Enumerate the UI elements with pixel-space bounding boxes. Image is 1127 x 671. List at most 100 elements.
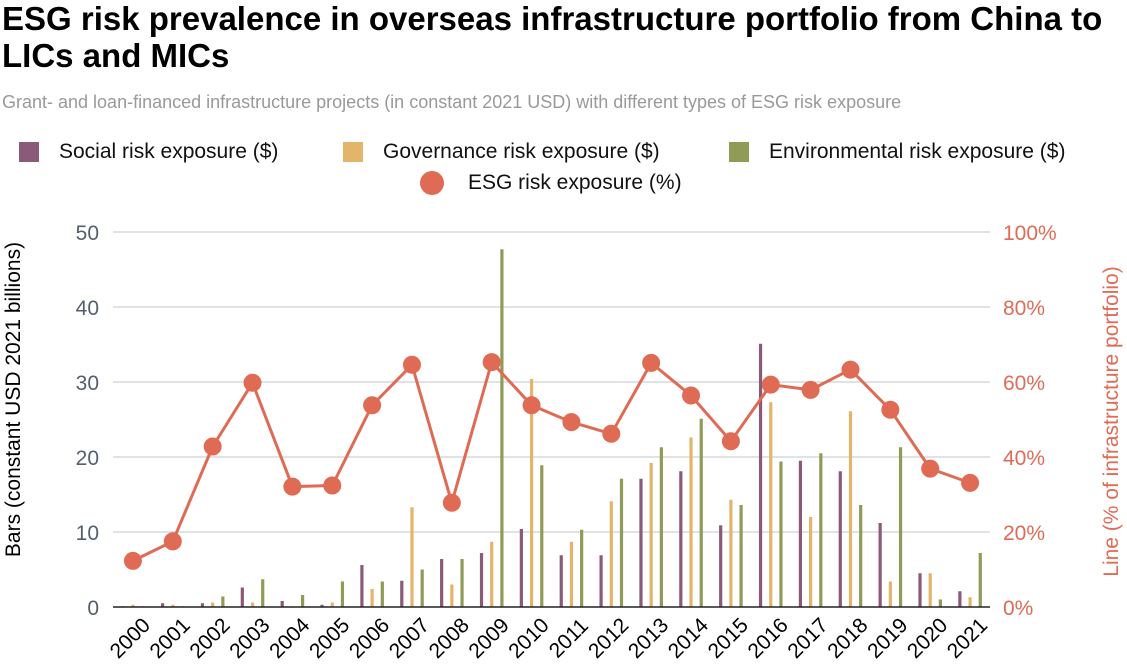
esg-point-2006 bbox=[363, 396, 382, 415]
bar-2009-1 bbox=[490, 541, 494, 607]
bar-2011-0 bbox=[559, 555, 563, 607]
bar-2008-0 bbox=[440, 559, 444, 607]
x-tick-label: 2015 bbox=[704, 614, 753, 663]
bar-2011-2 bbox=[580, 529, 584, 607]
bar-2020-1 bbox=[928, 573, 932, 607]
bar-2007-2 bbox=[420, 569, 424, 607]
y2-tick-label: 80% bbox=[1003, 297, 1045, 320]
y-axis-title: Bars (constant USD 2021 billions) bbox=[2, 242, 25, 557]
legend-item-governance[interactable]: Governance risk exposure ($) bbox=[343, 140, 660, 164]
bar-2002-0 bbox=[200, 603, 205, 607]
esg-point-2002 bbox=[203, 437, 222, 456]
y-tick-label: 30 bbox=[76, 372, 99, 395]
bar-2014-1 bbox=[689, 437, 693, 607]
esg-point-2016 bbox=[761, 375, 780, 394]
bar-2003-0 bbox=[240, 587, 244, 607]
legend-label-esg: ESG risk exposure (%) bbox=[468, 171, 682, 194]
bar-2010-0 bbox=[519, 529, 523, 607]
bar-2001-0 bbox=[160, 603, 165, 607]
esg-point-2004 bbox=[283, 477, 302, 496]
bar-2021-1 bbox=[968, 597, 972, 607]
x-tick-label: 2010 bbox=[504, 614, 553, 663]
bar-2007-1 bbox=[410, 507, 414, 607]
esg-point-2019 bbox=[881, 400, 900, 419]
bar-2016-2 bbox=[779, 461, 783, 607]
esg-point-2010 bbox=[522, 396, 541, 415]
bar-2003-2 bbox=[261, 579, 265, 607]
bar-2001-1 bbox=[171, 604, 175, 607]
bar-2018-0 bbox=[838, 471, 842, 607]
bar-2015-1 bbox=[729, 499, 733, 607]
bar-2014-0 bbox=[679, 471, 683, 607]
x-tick-label: 2003 bbox=[225, 614, 274, 663]
x-tick-label: 2006 bbox=[345, 614, 394, 663]
x-tick-label: 2004 bbox=[265, 614, 315, 664]
y-tick-label: 0 bbox=[87, 597, 99, 620]
bar-2012-2 bbox=[619, 478, 624, 607]
legend-swatch-governance bbox=[343, 142, 363, 162]
x-tick-label: 2012 bbox=[584, 614, 633, 663]
legend-item-social[interactable]: Social risk exposure ($) bbox=[19, 140, 278, 164]
esg-point-2000 bbox=[123, 551, 142, 570]
y2-tick-label: 0% bbox=[1003, 597, 1033, 620]
bar-2013-1 bbox=[649, 463, 653, 607]
bar-2014-2 bbox=[699, 418, 703, 607]
y2-tick-label: 40% bbox=[1003, 447, 1045, 470]
bar-2021-2 bbox=[978, 553, 982, 607]
bar-2018-1 bbox=[848, 411, 853, 607]
legend-item-environmental[interactable]: Environmental risk exposure ($) bbox=[729, 140, 1065, 164]
bar-2003-1 bbox=[250, 602, 255, 607]
legend-item-esg[interactable]: ESG risk exposure (%) bbox=[420, 171, 682, 195]
x-tick-label: 2007 bbox=[385, 614, 434, 663]
x-tick-label: 2001 bbox=[146, 614, 195, 663]
esg-point-2008 bbox=[442, 493, 461, 512]
legend-label-environmental: Environmental risk exposure ($) bbox=[769, 140, 1066, 163]
esg-point-2005 bbox=[323, 476, 342, 495]
esg-point-2015 bbox=[721, 432, 740, 451]
y2-tick-label: 60% bbox=[1003, 372, 1045, 395]
bar-2015-0 bbox=[719, 525, 723, 607]
bar-2008-1 bbox=[450, 584, 454, 607]
x-tick-label: 2014 bbox=[664, 614, 714, 664]
bar-2009-0 bbox=[479, 553, 484, 607]
y-tick-label: 40 bbox=[76, 297, 99, 320]
bar-2010-2 bbox=[540, 465, 544, 607]
y2-tick-label: 20% bbox=[1003, 522, 1045, 545]
legend-swatch-environmental bbox=[729, 142, 749, 162]
esg-point-2012 bbox=[602, 424, 621, 443]
esg-point-2009 bbox=[482, 353, 501, 372]
bar-2013-2 bbox=[659, 447, 663, 607]
x-tick-label: 2011 bbox=[545, 614, 593, 662]
bar-2018-2 bbox=[859, 505, 863, 607]
esg-point-2021 bbox=[961, 473, 980, 492]
chart-title: ESG risk prevalence in overseas infrastr… bbox=[2, 0, 1103, 74]
bar-2004-0 bbox=[280, 601, 284, 607]
esg-point-2007 bbox=[402, 355, 421, 374]
esg-point-2020 bbox=[921, 459, 940, 478]
bar-2016-1 bbox=[769, 402, 773, 607]
bar-2006-2 bbox=[380, 581, 384, 607]
bar-2008-2 bbox=[460, 559, 464, 607]
bar-2017-2 bbox=[819, 453, 823, 607]
bar-2017-0 bbox=[798, 460, 803, 607]
bar-2000-1 bbox=[131, 604, 135, 607]
esg-point-2001 bbox=[163, 532, 182, 551]
x-tick-label: 2009 bbox=[464, 614, 513, 663]
esg-point-2014 bbox=[682, 386, 701, 405]
x-tick-label: 2021 bbox=[943, 614, 992, 663]
esg-line bbox=[123, 353, 980, 570]
bar-2006-0 bbox=[360, 565, 364, 607]
bar-2005-1 bbox=[330, 602, 334, 607]
bar-2002-2 bbox=[221, 596, 225, 607]
bar-2004-2 bbox=[300, 595, 305, 607]
bar-2005-0 bbox=[320, 604, 324, 607]
bar-2021-0 bbox=[958, 591, 962, 607]
x-tick-label: 2002 bbox=[185, 614, 234, 663]
bar-2006-1 bbox=[370, 589, 374, 607]
bar-2005-2 bbox=[340, 581, 345, 607]
bar-2013-0 bbox=[639, 478, 643, 607]
x-tick-label: 2019 bbox=[863, 614, 912, 663]
bars bbox=[121, 249, 982, 607]
x-tick-label: 2000 bbox=[106, 614, 155, 663]
